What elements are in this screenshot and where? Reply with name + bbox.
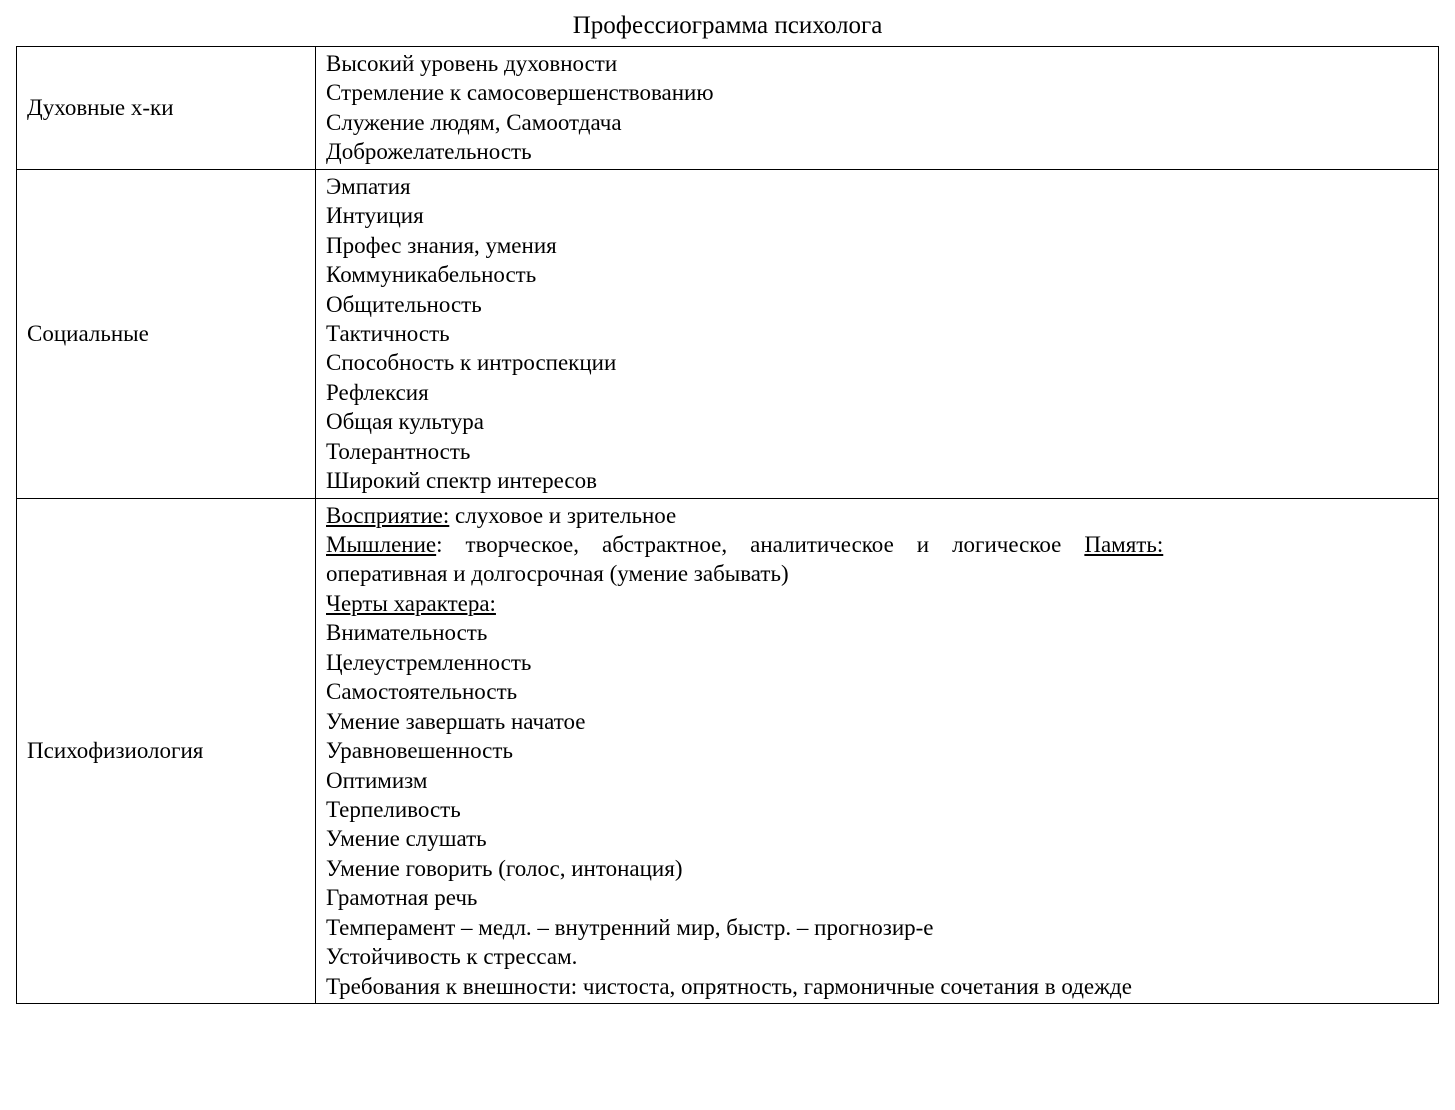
row-label: Социальные xyxy=(17,169,316,498)
content-line: Уравновешенность xyxy=(326,736,1430,765)
content-line: Устойчивость к стрессам. xyxy=(326,942,1430,971)
content-line: Оптимизм xyxy=(326,766,1430,795)
content-line: Грамотная речь xyxy=(326,883,1430,912)
row-content: Высокий уровень духовности Стремление к … xyxy=(316,47,1439,170)
underlined-text: Память: xyxy=(1084,532,1163,557)
content-line: Общая культура xyxy=(326,407,1430,436)
content-line: Терпеливость xyxy=(326,795,1430,824)
row-content: Восприятие: слуховое и зрительное Мышлен… xyxy=(316,498,1439,1003)
content-line: Доброжелательность xyxy=(326,137,1430,166)
content-line: Темперамент – медл. – внутренний мир, бы… xyxy=(326,913,1430,942)
row-content: Эмпатия Интуиция Профес знания, умения К… xyxy=(316,169,1439,498)
content-line: Служение людям, Самоотдача xyxy=(326,108,1430,137)
professiogram-table: Духовные х-ки Высокий уровень духовности… xyxy=(16,46,1439,1004)
content-line: Умение завершать начатое xyxy=(326,707,1430,736)
text: : творческое, абстрактное, аналитическое… xyxy=(436,532,1084,557)
content-line: Черты характера: xyxy=(326,589,1430,618)
content-line: Внимательность xyxy=(326,618,1430,647)
content-line: Эмпатия xyxy=(326,172,1430,201)
content-line: Широкий спектр интересов xyxy=(326,466,1430,495)
content-line: Восприятие: слуховое и зрительное xyxy=(326,501,1430,530)
content-line: Высокий уровень духовности xyxy=(326,49,1430,78)
content-line: Коммуникабельность xyxy=(326,260,1430,289)
table-row: Социальные Эмпатия Интуиция Профес знани… xyxy=(17,169,1439,498)
content-line: Общительность xyxy=(326,290,1430,319)
content-line: оперативная и долгосрочная (умение забыв… xyxy=(326,559,1430,588)
table-row: Духовные х-ки Высокий уровень духовности… xyxy=(17,47,1439,170)
row-label: Духовные х-ки xyxy=(17,47,316,170)
underlined-text: Черты характера: xyxy=(326,591,496,616)
content-line: Стремление к самосовершенствованию xyxy=(326,78,1430,107)
text: слуховое и зрительное xyxy=(449,503,676,528)
table-row: Психофизиология Восприятие: слуховое и з… xyxy=(17,498,1439,1003)
content-line: Тактичность xyxy=(326,319,1430,348)
document-title: Профессиограмма психолога xyxy=(16,10,1439,42)
content-line: Профес знания, умения xyxy=(326,231,1430,260)
row-label: Психофизиология xyxy=(17,498,316,1003)
content-line: Умение говорить (голос, интонация) xyxy=(326,854,1430,883)
content-line: Интуиция xyxy=(326,201,1430,230)
content-line: Способность к интроспекции xyxy=(326,348,1430,377)
content-line: Самостоятельность xyxy=(326,677,1430,706)
content-line: Рефлексия xyxy=(326,378,1430,407)
content-line: Целеустремленность xyxy=(326,648,1430,677)
content-line: Мышление: творческое, абстрактное, анали… xyxy=(326,530,1430,559)
content-line: Требования к внешности: чистоста, опрятн… xyxy=(326,972,1430,1001)
underlined-text: Восприятие: xyxy=(326,503,449,528)
content-line: Толерантность xyxy=(326,437,1430,466)
content-line: Умение слушать xyxy=(326,824,1430,853)
underlined-text: Мышление xyxy=(326,532,436,557)
